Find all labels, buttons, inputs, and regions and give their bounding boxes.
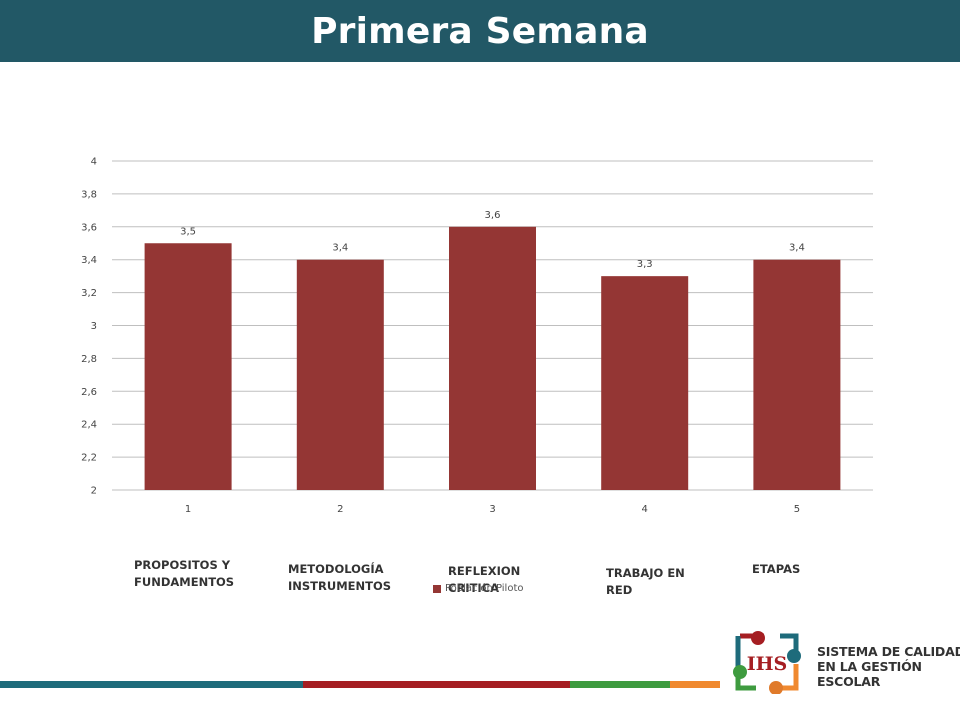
data-label-4: 3,3	[637, 259, 653, 270]
y-tick-label-9: 3,8	[81, 189, 97, 200]
y-tick-label-2: 2,4	[81, 420, 97, 431]
y-tick-label-0: 2	[91, 486, 97, 497]
category-description-4: TRABAJO EN RED	[606, 566, 685, 597]
category-description-5: ETAPAS	[752, 562, 801, 576]
category-description-2: METODOLOGÍA INSTRUMENTOS	[288, 562, 392, 593]
y-tick-label-5: 3	[91, 321, 97, 332]
x-tick-label-5: 5	[794, 504, 800, 515]
y-tick-label-7: 3,4	[81, 255, 97, 266]
bar-3	[449, 226, 536, 491]
logo-text-line-1: SISTEMA DE CALIDAD	[817, 644, 960, 659]
bar-2	[296, 259, 384, 490]
logo-mark-icon: IHS	[733, 631, 801, 694]
y-tick-label-3: 2,6	[81, 387, 97, 398]
bar-5	[753, 259, 841, 490]
category-description-3: REFLEXION CRITICA	[448, 564, 521, 595]
legend-label: Población Piloto	[445, 583, 524, 594]
page-title: Primera Semana	[311, 10, 649, 52]
header-bar: Primera Semana	[0, 0, 960, 62]
x-tick-label-3: 3	[489, 504, 495, 515]
footer-stripe	[0, 681, 720, 688]
logo: IHS SISTEMA DE CALIDAD EN LA GESTIÓN ESC…	[730, 628, 960, 698]
x-tick-label-4: 4	[642, 504, 648, 515]
x-tick-label-2: 2	[337, 504, 343, 515]
footer-stripe-green	[570, 681, 670, 688]
logo-text-line-3: ESCOLAR	[817, 674, 881, 689]
legend: Población Piloto	[433, 583, 523, 594]
data-label-5: 3,4	[789, 243, 805, 254]
y-tick-label-1: 2,2	[81, 453, 97, 464]
svg-text:IHS: IHS	[747, 653, 788, 675]
footer-stripe-orange	[670, 681, 720, 688]
data-label-2: 3,4	[332, 243, 348, 254]
y-tick-label-4: 2,8	[81, 354, 97, 365]
y-tick-label-8: 3,6	[81, 222, 97, 233]
legend-swatch	[433, 584, 441, 593]
bar-4	[601, 276, 689, 490]
x-tick-label-1: 1	[185, 504, 191, 515]
footer-stripe-red	[303, 681, 570, 688]
logo-text-line-2: EN LA GESTIÓN	[817, 659, 922, 674]
y-tick-label-10: 4	[91, 157, 97, 168]
category-description-1: PROPOSITOS Y FUNDAMENTOS	[134, 558, 235, 589]
data-label-1: 3,5	[180, 226, 196, 237]
logo-text: SISTEMA DE CALIDAD EN LA GESTIÓN ESCOLAR	[817, 644, 960, 689]
y-tick-label-6: 3,2	[81, 288, 97, 299]
data-label-3: 3,6	[485, 210, 501, 221]
bar-1	[144, 243, 232, 490]
footer-stripe-teal	[0, 681, 303, 688]
